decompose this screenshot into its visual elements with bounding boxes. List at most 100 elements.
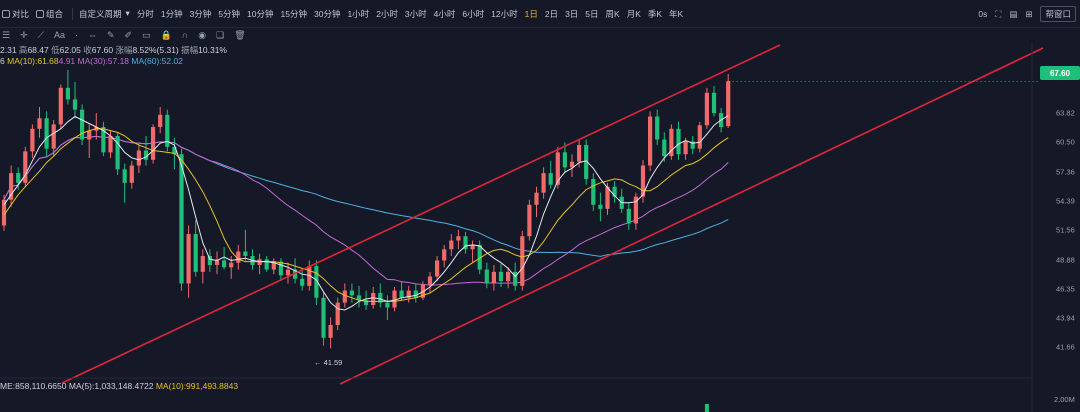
ma20-value: 4.91 [58, 56, 76, 66]
candle [193, 220, 198, 277]
ma60-value: MA(60):52.02 [131, 56, 183, 66]
period-10[interactable]: 1小时 [347, 8, 369, 20]
candle [136, 145, 141, 174]
candle [378, 283, 383, 308]
candle-body [72, 99, 78, 110]
period-9[interactable]: 30分钟 [314, 8, 340, 20]
period-21[interactable]: 月K [627, 8, 641, 20]
candle [37, 107, 42, 138]
text-tool-button[interactable]: Aa [53, 30, 65, 40]
fullscreen-icon[interactable]: ⛶ [995, 8, 1002, 19]
period-4[interactable]: 1分钟 [161, 8, 183, 20]
candle-body [626, 208, 631, 224]
candle-body [498, 271, 504, 282]
candle-body [711, 92, 717, 114]
period-20[interactable]: 周K [606, 8, 620, 20]
period-label: 组合 [46, 8, 64, 19]
period-22[interactable]: 季K [648, 8, 662, 20]
candle-body [321, 297, 326, 338]
price-axis[interactable] [1032, 28, 1080, 412]
period-18[interactable]: 3日 [565, 8, 578, 20]
period-3[interactable]: 分时 [137, 8, 154, 20]
candle [364, 290, 369, 310]
channel-lower-line[interactable] [339, 47, 1044, 385]
period-13[interactable]: 4小时 [434, 8, 456, 20]
candle-body [264, 259, 269, 270]
period-23[interactable]: 年K [669, 8, 683, 20]
candle-body [108, 135, 113, 153]
candle [23, 146, 28, 187]
pencil-icon[interactable]: ✐ [124, 29, 133, 40]
candle-body [484, 269, 489, 284]
amplitude-value: 10.31% [198, 45, 227, 55]
period-14[interactable]: 6小时 [462, 8, 484, 20]
candle-body [676, 128, 681, 155]
candle [506, 267, 511, 289]
candle-body [648, 116, 653, 166]
candle [534, 186, 539, 218]
period-8[interactable]: 15分钟 [281, 8, 307, 20]
candle-body [65, 87, 70, 100]
text-icon[interactable]: · [74, 30, 78, 40]
brush-icon[interactable]: ✎ [106, 29, 115, 40]
candle [442, 244, 447, 268]
layout-icon[interactable]: ⊞ [1025, 8, 1033, 19]
period-19[interactable]: 5日 [585, 8, 598, 20]
ma30-line [3, 135, 729, 286]
candle [413, 283, 418, 303]
candle-body [136, 150, 141, 166]
ma30-value: MA(30):57.18 [77, 56, 130, 66]
candle [598, 192, 603, 222]
low-value: 62.05 [59, 45, 81, 55]
period-1[interactable]: 组合 [36, 8, 63, 20]
trend-line-icon[interactable]: ⟋ [37, 29, 44, 40]
candle-body [186, 234, 191, 284]
period-11[interactable]: 2小时 [376, 8, 398, 20]
candle-body [51, 124, 56, 149]
price-tick: 46.35 [1056, 284, 1075, 294]
layers-icon[interactable]: ❏ [216, 29, 225, 40]
period-label: 3分钟 [189, 8, 212, 19]
candle [640, 159, 646, 203]
trash-icon[interactable]: 🗑 [234, 29, 246, 40]
period-16[interactable]: 1日 [525, 8, 538, 20]
candle [449, 234, 454, 256]
menu-icon[interactable]: ☰ [2, 29, 11, 40]
magnet-icon[interactable]: ∩ [181, 30, 189, 40]
period-17[interactable]: 2日 [545, 8, 558, 20]
candle-body [463, 236, 468, 250]
period-label: 1日 [524, 8, 538, 19]
candle [328, 317, 333, 349]
candle-body [278, 261, 283, 276]
settings-icon[interactable]: ▤ [1009, 8, 1018, 19]
volume-value: ME:858,110.6650 [0, 381, 67, 391]
candle [527, 199, 532, 241]
period-7[interactable]: 10分钟 [247, 8, 273, 20]
eye-icon[interactable]: ◉ [198, 29, 207, 40]
period-label: 3小时 [404, 8, 427, 19]
candle-body [506, 271, 511, 282]
period-label: 对比 [12, 8, 30, 19]
candle-body [392, 290, 397, 308]
period-2[interactable]: 自定义周期 ▾ [79, 8, 130, 20]
candle-body [491, 271, 496, 284]
measure-icon[interactable]: ⇔ [87, 30, 97, 40]
crosshair-icon[interactable]: ✛ [20, 29, 28, 40]
lock-icon[interactable]: 🔒 [160, 29, 172, 40]
candle [676, 121, 681, 160]
price-tick: 63.82 [1056, 108, 1075, 118]
period-12[interactable]: 3小时 [405, 8, 427, 20]
period-6[interactable]: 5分钟 [218, 8, 240, 20]
period-0[interactable]: 对比 [2, 8, 29, 20]
period-5[interactable]: 3分钟 [190, 8, 212, 20]
candle [726, 73, 731, 128]
channel-upper-line[interactable] [61, 44, 781, 384]
candle-body [229, 262, 234, 268]
period-15[interactable]: 12小时 [491, 8, 517, 20]
float-window-button[interactable]: 帮窗口 [1040, 6, 1076, 22]
ruler-icon[interactable]: ▭ [142, 29, 151, 40]
candle-body [371, 292, 376, 306]
candle [435, 255, 440, 282]
